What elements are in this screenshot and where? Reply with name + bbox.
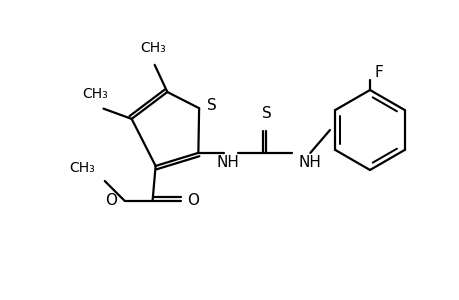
Text: NH: NH: [298, 155, 320, 170]
Text: S: S: [262, 106, 272, 121]
Text: S: S: [207, 98, 216, 113]
Text: F: F: [374, 64, 383, 80]
Text: CH₃: CH₃: [83, 87, 108, 100]
Text: CH₃: CH₃: [69, 161, 95, 175]
Text: CH₃: CH₃: [140, 41, 165, 55]
Text: O: O: [106, 193, 118, 208]
Text: O: O: [187, 193, 199, 208]
Text: NH: NH: [217, 155, 239, 170]
